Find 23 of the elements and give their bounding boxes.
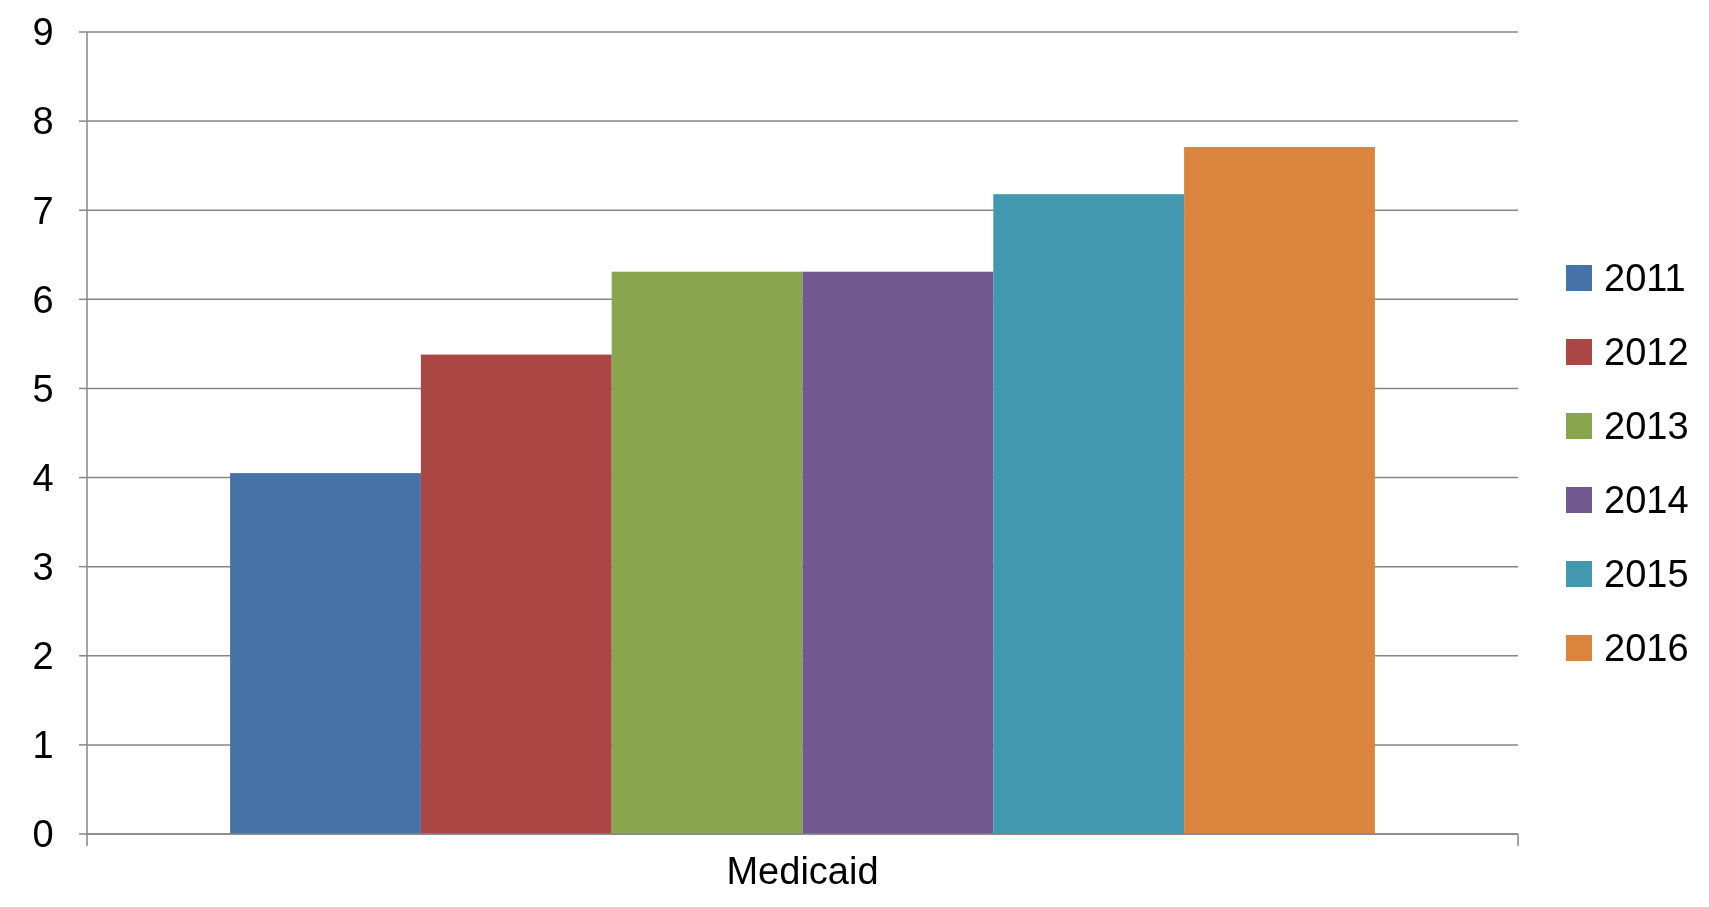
y-tick-label: 2 xyxy=(32,635,54,678)
legend-label: 2011 xyxy=(1604,257,1686,300)
bar xyxy=(1184,146,1375,834)
bar xyxy=(611,271,803,834)
legend-label: 2012 xyxy=(1604,331,1689,374)
legend-label: 2015 xyxy=(1604,553,1689,596)
y-tick-label: 9 xyxy=(32,11,54,54)
y-tick-label: 7 xyxy=(32,189,54,232)
bar xyxy=(993,194,1185,834)
y-tick-label: 5 xyxy=(32,367,54,410)
legend-label: 2016 xyxy=(1604,627,1689,670)
y-tick-label: 4 xyxy=(32,456,54,499)
y-tick-label: 3 xyxy=(32,545,54,588)
y-tick-label: 0 xyxy=(32,813,54,856)
bar xyxy=(802,271,994,834)
legend-label: 2014 xyxy=(1604,479,1689,522)
x-tick-label: Medicaid xyxy=(726,850,879,892)
bar xyxy=(230,473,421,834)
y-tick-label: 1 xyxy=(32,724,54,767)
legend-label: 2013 xyxy=(1604,405,1689,448)
y-tick-label: 6 xyxy=(32,278,54,321)
bar xyxy=(420,354,612,834)
y-tick-label: 8 xyxy=(32,100,54,143)
